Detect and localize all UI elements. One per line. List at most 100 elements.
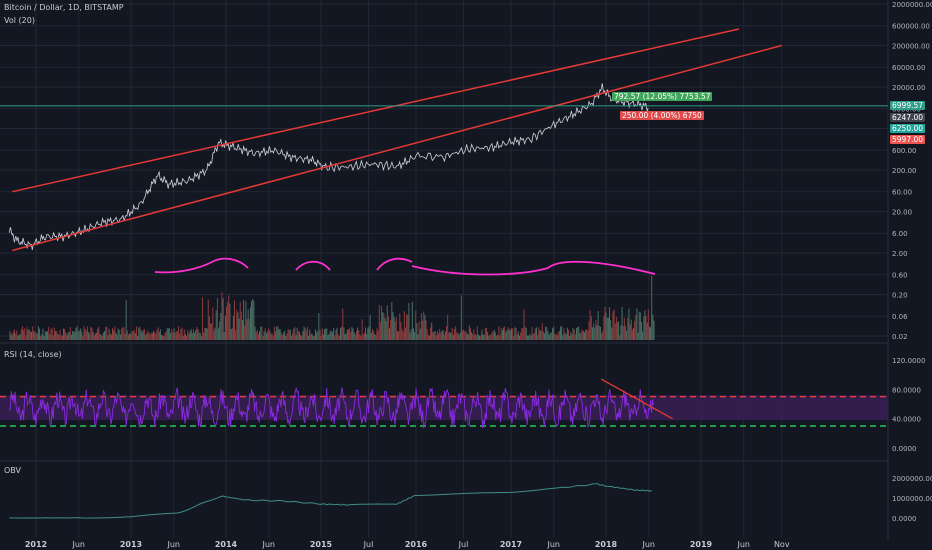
volume-bar <box>450 332 452 340</box>
volume-bar <box>431 322 433 340</box>
volume-bar <box>384 318 386 340</box>
volume-bar <box>357 327 359 340</box>
volume-bar <box>164 332 166 340</box>
volume-bar <box>202 297 204 340</box>
volume-bar <box>322 334 324 340</box>
volume-bar <box>268 328 270 340</box>
volume-bar <box>311 333 313 340</box>
volume-bar <box>515 328 517 340</box>
volume-bar <box>472 334 474 340</box>
volume-bar <box>285 335 287 340</box>
volume-bar <box>416 323 418 340</box>
volume-bar <box>521 328 523 340</box>
volume-bar <box>410 329 412 340</box>
volume-bar <box>123 327 125 340</box>
volume-bar <box>518 335 520 340</box>
x-tick-label: Jun <box>547 540 561 549</box>
volume-bar <box>345 333 347 340</box>
volume-bar <box>41 333 43 340</box>
volume-bar <box>435 335 437 340</box>
volume-bar <box>514 327 516 340</box>
volume-bar <box>420 313 422 340</box>
volume-bar <box>620 325 622 340</box>
volume-bar <box>254 326 256 340</box>
measure-box[interactable]: 792.57 (12.05%) 7753.57 <box>612 92 713 101</box>
volume-bar <box>167 328 169 340</box>
volume-bar <box>97 328 99 340</box>
volume-bar <box>335 330 337 340</box>
x-tick-label: Jul <box>363 540 374 549</box>
volume-bar <box>530 335 532 340</box>
volume-bar <box>604 307 606 340</box>
volume-bar <box>13 329 15 340</box>
volume-bar <box>652 314 654 340</box>
volume-bar <box>244 325 246 340</box>
volume-bar <box>399 313 401 340</box>
volume-bar <box>640 321 642 340</box>
volume-bar <box>98 326 100 340</box>
volume-bar <box>639 312 641 340</box>
volume-bar <box>516 334 518 340</box>
volume-bar <box>350 332 352 340</box>
volume-bar <box>471 332 473 340</box>
volume-bar <box>611 327 613 340</box>
volume-bar <box>630 319 632 340</box>
volume-bar <box>532 333 534 340</box>
volume-bar <box>166 328 168 340</box>
volume-bar <box>430 327 432 340</box>
volume-bar <box>414 332 416 340</box>
volume-bar <box>204 327 206 340</box>
volume-bar <box>504 326 506 340</box>
volume-bar <box>520 332 522 340</box>
price-axis-label: 20000.00 <box>892 84 925 92</box>
rsi-axis-label: 120.0000 <box>892 357 925 365</box>
volume-bar <box>263 331 265 340</box>
volume-bar <box>253 300 255 340</box>
volume-bar <box>187 330 189 340</box>
volume-bar <box>402 331 404 340</box>
volume-bar <box>374 334 376 340</box>
volume-bar <box>650 327 652 340</box>
volume-bar <box>442 329 444 340</box>
volume-bar <box>588 320 590 340</box>
volume-bar <box>495 332 497 340</box>
volume-bar <box>489 334 491 340</box>
volume-bar <box>83 326 85 340</box>
volume-bar <box>444 331 446 340</box>
volume-bar <box>538 327 540 340</box>
volume-bar <box>126 330 128 340</box>
volume-bar <box>391 302 393 340</box>
volume-bar <box>106 326 108 340</box>
volume-bar <box>48 327 50 340</box>
volume-bar <box>275 331 277 340</box>
measure-box[interactable]: 250.00 (4.00%) 6750 <box>620 111 704 120</box>
volume-bar <box>262 335 264 340</box>
volume-bar <box>58 334 60 340</box>
volume-bar <box>419 328 421 340</box>
volume-bar <box>561 326 563 340</box>
volume-bar <box>73 331 75 340</box>
volume-bar <box>606 317 608 340</box>
volume-bar <box>446 326 448 340</box>
volume-bar <box>609 307 611 340</box>
volume-bar <box>154 332 156 340</box>
volume-bar <box>485 328 487 340</box>
volume-bar <box>34 331 36 340</box>
volume-bar <box>288 329 290 340</box>
price-axis-label: 0.20 <box>892 292 908 300</box>
x-tick-label: Jun <box>737 540 751 549</box>
volume-bar <box>183 329 185 340</box>
volume-bar <box>368 326 370 340</box>
price-axis-label: 600.00 <box>892 147 917 155</box>
volume-bar <box>627 317 629 340</box>
volume-bar <box>449 332 451 340</box>
volume-bar <box>239 302 241 340</box>
volume-bar <box>248 318 250 340</box>
volume-bar <box>118 329 120 340</box>
volume-bar <box>409 332 411 340</box>
volume-bar <box>536 327 538 340</box>
volume-bar <box>525 328 527 340</box>
volume-bar <box>506 330 508 340</box>
volume-bar <box>100 334 102 340</box>
